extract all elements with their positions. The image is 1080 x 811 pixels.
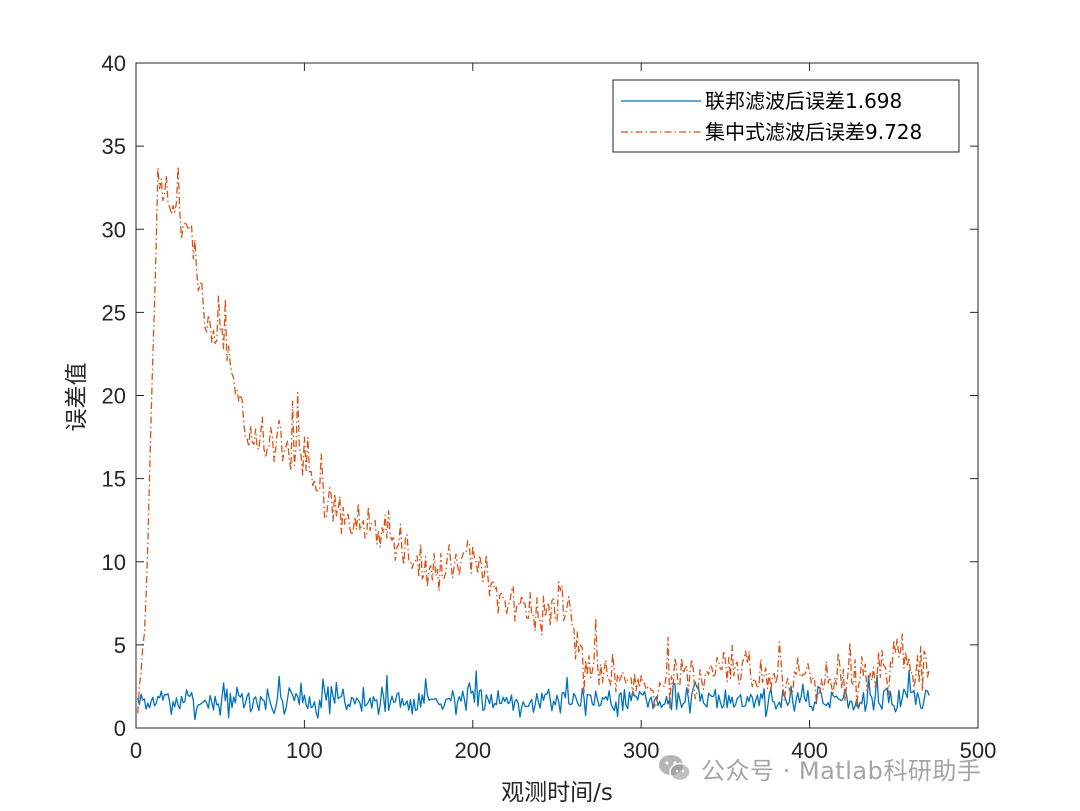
series-line-2 <box>137 165 930 714</box>
series-line-1 <box>137 669 930 721</box>
y-tick-label: 5 <box>114 633 126 658</box>
legend-box <box>612 79 960 153</box>
legend: 联邦滤波后误差1.698 集中式滤波后误差9.728 <box>612 79 960 153</box>
x-tick-label: 200 <box>454 738 491 763</box>
y-tick-label: 25 <box>102 300 126 325</box>
plot-area <box>137 165 930 721</box>
legend-label-1: 联邦滤波后误差1.698 <box>705 89 902 113</box>
axes-box <box>135 62 979 729</box>
x-tick-label: 100 <box>286 738 323 763</box>
x-tick-label: 0 <box>130 738 142 763</box>
y-tick-label: 20 <box>102 384 126 409</box>
axes: 0 100 200 300 400 500 0 5 10 15 20 25 30 35 40 <box>102 51 997 763</box>
x-tick-label: 300 <box>623 738 660 763</box>
y-axis-label: 误差值 <box>64 363 90 432</box>
x-tick-label: 500 <box>960 738 997 763</box>
legend-label-2: 集中式滤波后误差9.728 <box>705 120 922 144</box>
watermark-text: 公众号 · Matlab科研助手 <box>701 756 982 785</box>
y-tick-label: 15 <box>102 467 126 492</box>
y-tick-label: 40 <box>102 51 126 76</box>
wechat-icon <box>659 755 691 782</box>
x-axis-label: 观测时间/s <box>501 780 613 806</box>
x-tick-label: 400 <box>791 738 828 763</box>
y-tick-label: 35 <box>102 134 126 159</box>
y-tick-label: 10 <box>102 550 126 575</box>
watermark: 公众号 · Matlab科研助手 <box>655 748 981 788</box>
y-tick-label: 0 <box>114 716 126 741</box>
y-tick-label: 30 <box>102 217 126 242</box>
